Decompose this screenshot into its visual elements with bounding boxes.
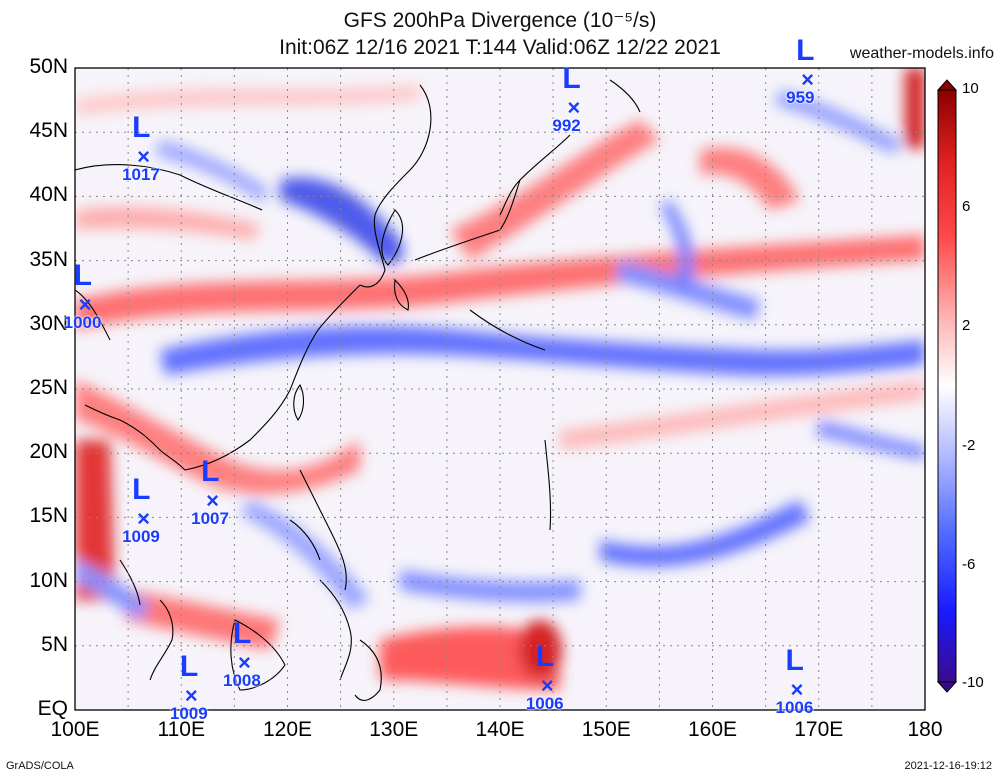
watermark: weather-models.info <box>849 45 994 62</box>
latitude-tick-label: 10N <box>29 568 68 592</box>
low-pressure-value: 1000 <box>63 312 102 332</box>
graticule <box>75 68 925 710</box>
colorbar-tick-label: 6 <box>962 198 971 215</box>
longitude-tick-label: 170E <box>794 718 844 741</box>
low-pressure-letter: L <box>785 643 804 677</box>
low-center-marker: × <box>137 143 150 169</box>
low-pressure-letter: L <box>535 639 555 673</box>
low-pressure-value: 1007 <box>191 508 229 528</box>
plot-frame <box>74 67 926 711</box>
map-subtitle: Init:06Z 12/16 2021 T:144 Valid:06Z 12/2… <box>279 36 721 59</box>
latitude-tick-label: 45N <box>29 119 68 143</box>
low-center-marker: × <box>567 95 581 121</box>
low-pressure-value: 992 <box>552 116 581 136</box>
colorbar-tick-label: 10 <box>962 80 979 97</box>
low-center-marker: × <box>801 66 814 92</box>
colorbar-tick-label: -10 <box>962 674 984 691</box>
low-center-marker: × <box>540 672 554 698</box>
low-pressure-value: 1008 <box>223 670 261 690</box>
longitude-tick-label: 120E <box>262 718 313 741</box>
low-center-marker: × <box>206 487 219 513</box>
low-pressure-letter: L <box>796 33 815 67</box>
low-pressure-value: 959 <box>786 87 815 107</box>
low-pressure-letter: L <box>132 472 151 506</box>
latitude-tick-label: 30N <box>29 311 68 335</box>
longitude-tick-label: 110E <box>157 718 206 741</box>
low-pressure-letter: L <box>132 110 151 144</box>
low-pressure-letter: L <box>179 650 199 684</box>
latitude-tick-label: 20N <box>29 440 68 464</box>
longitude-tick-label: 140E <box>475 718 525 741</box>
low-center-marker: × <box>184 683 198 709</box>
low-pressure-letter: L <box>201 454 220 488</box>
latitude-tick-label: 5N <box>41 632 68 656</box>
latitude-tick-label: EQ <box>37 697 68 720</box>
coastlines <box>75 79 641 701</box>
low-pressure-value: 1006 <box>525 693 564 713</box>
colorbar <box>936 79 958 693</box>
colorbar-tick-label: -2 <box>962 437 976 454</box>
low-center-marker: × <box>78 291 92 317</box>
latitude-tick-label: 50N <box>29 55 68 78</box>
low-pressure-value: 1006 <box>775 697 814 717</box>
colorbar-tick-label: -6 <box>962 556 976 573</box>
latitude-tick-label: 35N <box>29 247 68 271</box>
longitude-tick-label: 160E <box>687 718 738 741</box>
low-center-marker: × <box>137 505 150 531</box>
longitude-tick-label: 180 <box>907 718 943 741</box>
low-pressure-letter: L <box>233 616 252 650</box>
low-pressure-letter: L <box>562 62 581 96</box>
longitude-tick-label: 100E <box>50 718 100 741</box>
footer-credit: GrADS/COLA <box>6 760 74 772</box>
footer-timestamp: 2021-12-16-19:12 <box>904 760 992 772</box>
low-pressure-value: 1009 <box>169 704 208 724</box>
low-pressure-value: 1017 <box>122 164 160 184</box>
colorbar-tick-label: 2 <box>962 317 971 334</box>
longitude-tick-label: 150E <box>581 718 631 741</box>
longitude-tick-label: 130E <box>369 718 419 741</box>
low-center-marker: × <box>790 676 804 702</box>
latitude-tick-label: 25N <box>29 376 68 399</box>
low-pressure-value: 1009 <box>122 526 160 546</box>
low-pressure-letter: L <box>73 258 92 292</box>
low-center-marker: × <box>238 649 251 675</box>
map-title: GFS 200hPa Divergence (10⁻⁵/s) <box>343 9 657 32</box>
latitude-tick-label: 40N <box>29 183 68 207</box>
latitude-tick-label: 15N <box>29 504 68 528</box>
